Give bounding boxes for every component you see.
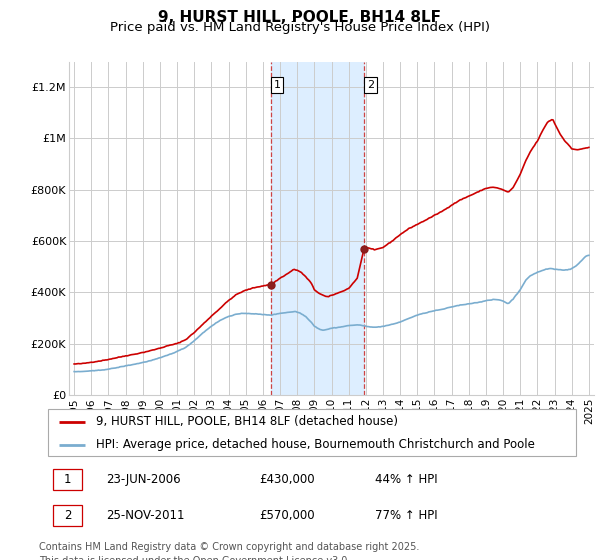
Text: 25-NOV-2011: 25-NOV-2011: [106, 509, 185, 522]
Text: 1: 1: [64, 473, 71, 486]
Text: 1: 1: [274, 80, 281, 90]
Text: 2: 2: [64, 509, 71, 522]
Text: 44% ↑ HPI: 44% ↑ HPI: [376, 473, 438, 486]
Text: £430,000: £430,000: [259, 473, 315, 486]
Bar: [271, 62, 364, 395]
Text: HPI: Average price, detached house, Bournemouth Christchurch and Poole: HPI: Average price, detached house, Bour…: [95, 438, 535, 451]
FancyBboxPatch shape: [53, 505, 82, 526]
FancyBboxPatch shape: [48, 409, 576, 456]
Text: 9, HURST HILL, POOLE, BH14 8LF (detached house): 9, HURST HILL, POOLE, BH14 8LF (detached…: [95, 415, 398, 428]
Text: 77% ↑ HPI: 77% ↑ HPI: [376, 509, 438, 522]
Text: £570,000: £570,000: [259, 509, 315, 522]
Text: 23-JUN-2006: 23-JUN-2006: [106, 473, 181, 486]
FancyBboxPatch shape: [53, 469, 82, 490]
Text: Contains HM Land Registry data © Crown copyright and database right 2025.
This d: Contains HM Land Registry data © Crown c…: [39, 542, 419, 560]
Text: 2: 2: [367, 80, 374, 90]
Text: 9, HURST HILL, POOLE, BH14 8LF: 9, HURST HILL, POOLE, BH14 8LF: [158, 10, 442, 25]
Text: Price paid vs. HM Land Registry's House Price Index (HPI): Price paid vs. HM Land Registry's House …: [110, 21, 490, 34]
